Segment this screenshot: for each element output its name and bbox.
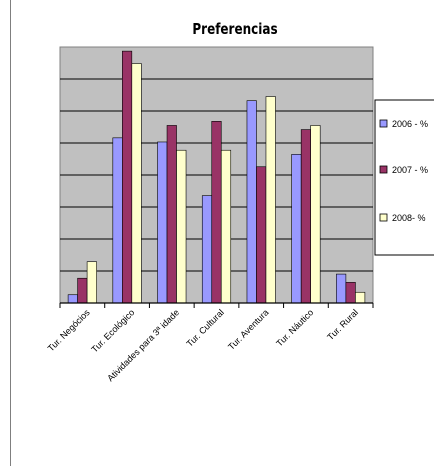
bar [122, 50, 133, 304]
bar [86, 261, 97, 304]
legend-label: 2006 - % [392, 119, 428, 129]
bar [336, 273, 347, 304]
bar [176, 149, 187, 304]
bar [291, 154, 302, 304]
x-tick-label: Tur. Ecológico [89, 307, 136, 354]
bar [300, 129, 311, 304]
x-tick-label: Tur. Negócios [46, 307, 92, 353]
bar [345, 282, 356, 304]
x-tick-label: Tur. Cultural [184, 307, 225, 348]
bar [265, 96, 276, 304]
bar [77, 277, 88, 304]
bar [67, 294, 78, 304]
chart-border [10, 0, 11, 466]
bar [112, 137, 123, 304]
bar [256, 166, 267, 304]
x-tick-label: Tur. Rural [325, 307, 360, 342]
legend-swatch [379, 213, 388, 222]
bar [201, 195, 213, 304]
x-tick-label: Tur. Aventura [226, 307, 271, 352]
chart-title: Preferencias [192, 20, 278, 38]
bar [246, 100, 257, 304]
legend-label: 2008- % [392, 213, 426, 223]
bar [211, 121, 222, 304]
bar [157, 141, 168, 304]
bar [355, 291, 366, 304]
x-tick-label: Tur. Náutico [274, 307, 315, 348]
bar [220, 149, 232, 304]
legend-label: 2007 - % [392, 165, 428, 175]
bar [131, 63, 142, 304]
bar [310, 125, 321, 304]
bar [166, 125, 177, 304]
legend-swatch [379, 165, 388, 174]
legend-swatch [379, 119, 388, 128]
